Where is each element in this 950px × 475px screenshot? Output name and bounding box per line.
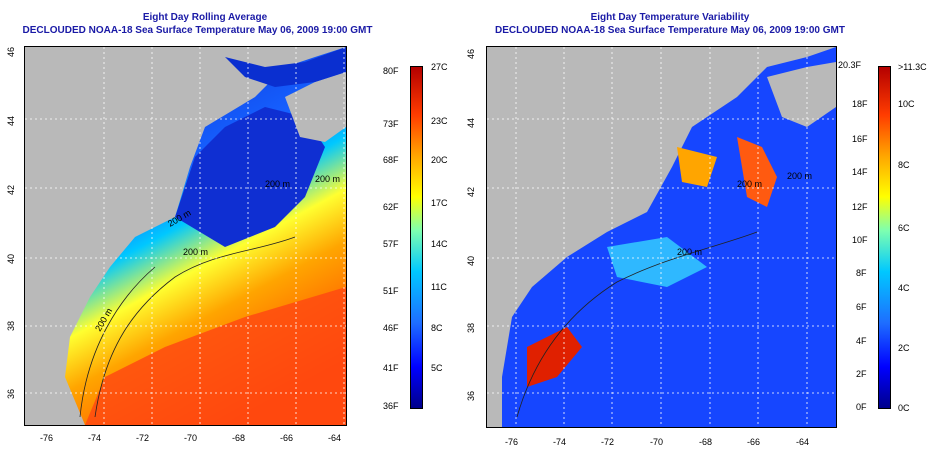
left-y-tick: 40 [6,253,16,264]
right-cb-f: 2F [856,369,867,379]
right-cb-c: 10C [898,99,915,109]
left-x-tick: -76 [40,433,54,443]
right-cb-c: >11.3C [898,62,927,72]
right-cb-f: 6F [856,302,867,312]
left-cb-c: 27C [431,62,448,72]
right-cb-f: 20.3F [838,60,862,70]
left-contour-label: 200 m [183,247,208,257]
right-title-line2: DECLOUDED NOAA-18 Sea Surface Temperatur… [495,25,845,36]
left-nova-scotia [285,72,346,142]
right-ocean [502,47,836,427]
right-mid-patch [677,147,717,187]
left-cb-f: 73F [383,119,399,129]
left-map-panel: 200 m 200 m 200 m 200 m 200 m [24,46,347,426]
left-cb-f: 46F [383,323,399,333]
right-y-tick: 46 [466,48,476,59]
left-x-tick: -70 [184,433,198,443]
right-x-tick: -74 [553,437,567,447]
right-map-svg: 200 m 200 m 200 m [487,47,836,427]
left-colorbar [410,66,423,409]
left-north-sea [225,47,346,87]
right-x-tick: -66 [747,437,761,447]
right-cb-f: 4F [856,336,867,346]
right-cb-c: 2C [898,343,910,353]
left-y-tick: 44 [6,115,16,126]
right-x-tick: -68 [699,437,713,447]
right-cb-f: 12F [852,202,868,212]
left-cb-f: 41F [383,363,399,373]
right-contour-label: 200 m [737,179,762,189]
left-y-tick: 36 [6,388,16,399]
right-y-tick: 38 [466,322,476,333]
left-x-tick: -74 [88,433,102,443]
right-y-tick: 44 [466,117,476,128]
left-map-svg: 200 m 200 m 200 m 200 m 200 m [25,47,346,425]
right-x-tick: -76 [505,437,519,447]
right-colorbar [878,66,891,409]
right-grid [487,47,836,427]
left-cb-f: 51F [383,286,399,296]
left-cb-f: 68F [383,155,399,165]
right-y-tick: 36 [466,390,476,401]
right-title-line1: Eight Day Temperature Variability [590,12,750,23]
left-title-line2: DECLOUDED NOAA-18 Sea Surface Temperatur… [22,25,373,36]
right-warm-patch [737,137,777,207]
right-cb-c: 4C [898,283,910,293]
left-cb-c: 11C [431,282,447,292]
left-cb-c: 20C [431,155,448,165]
right-cb-f: 16F [852,134,868,144]
left-title-line1: Eight Day Rolling Average [142,12,268,23]
right-cb-f: 14F [852,167,868,177]
left-gulf-stream [85,287,346,425]
right-x-tick: -64 [796,437,810,447]
left-x-tick: -72 [136,433,150,443]
right-contour [516,231,758,418]
right-land [767,62,836,127]
right-cb-f: 8F [856,268,867,278]
right-cb-c: 0C [898,403,910,413]
left-cb-c: 5C [431,363,443,373]
left-cb-f: 36F [383,401,399,411]
left-x-tick: -68 [232,433,246,443]
right-contour-label: 200 m [677,247,702,257]
left-y-tick: 46 [6,46,16,57]
left-cb-c: 8C [431,323,443,333]
left-cb-f: 80F [383,66,399,76]
left-grid [25,47,346,425]
right-cb-c: 8C [898,160,910,170]
left-y-tick: 42 [6,184,16,195]
left-cb-c: 23C [431,116,448,126]
left-contour-shelf [79,266,156,418]
right-y-tick: 42 [466,186,476,197]
right-x-tick: -70 [650,437,664,447]
right-contour-label: 200 m [787,171,812,181]
left-cb-c: 17C [431,198,448,208]
left-contour-label: 200 m [265,179,290,189]
right-cb-f: 0F [856,402,867,412]
left-cb-c: 14C [431,239,448,249]
left-gulf-maine [175,107,325,247]
right-y-tick: 40 [466,255,476,266]
left-y-tick: 38 [6,320,16,331]
left-x-tick: -66 [280,433,294,443]
left-contour-200m [94,236,296,418]
left-cb-f: 57F [383,239,399,249]
right-cb-f: 10F [852,235,868,245]
right-cb-c: 6C [898,223,910,233]
left-cb-f: 62F [383,202,399,212]
left-x-tick: -64 [328,433,342,443]
left-contour-label: 200 m [315,174,340,184]
right-warm-patch [527,327,582,387]
right-x-tick: -72 [601,437,615,447]
right-map-panel: 200 m 200 m 200 m [486,46,837,428]
right-cb-f: 18F [852,99,868,109]
